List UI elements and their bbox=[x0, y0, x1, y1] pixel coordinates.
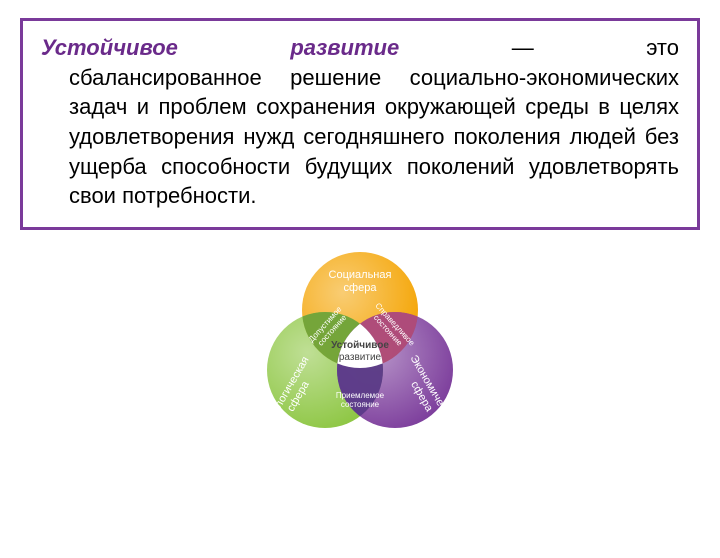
venn-diagram: Социальная сфера Экологическая сфера Эко… bbox=[230, 240, 490, 460]
venn-label-top-2: сфера bbox=[344, 282, 378, 294]
definition-dash: — bbox=[512, 35, 534, 60]
venn-center-2: развитие bbox=[339, 352, 382, 363]
venn-inter-b-2: состояние bbox=[341, 400, 380, 409]
definition-text: Устойчивое развитие — это сбалансированн… bbox=[41, 33, 679, 211]
venn-diagram-container: Социальная сфера Экологическая сфера Эко… bbox=[0, 240, 720, 460]
venn-label-top-1: Социальная bbox=[329, 269, 392, 281]
definition-body-first: это bbox=[646, 35, 679, 60]
venn-inter-b-1: Приемлемое bbox=[336, 391, 385, 400]
definition-box: Устойчивое развитие — это сбалансированн… bbox=[20, 18, 700, 230]
definition-term: Устойчивое развитие bbox=[41, 35, 399, 60]
definition-body: сбалансированное решение социально-эконо… bbox=[41, 63, 679, 211]
venn-center-1: Устойчивое bbox=[331, 340, 389, 351]
